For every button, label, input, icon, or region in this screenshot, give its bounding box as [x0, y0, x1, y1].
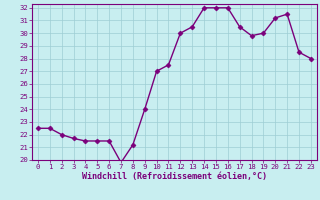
X-axis label: Windchill (Refroidissement éolien,°C): Windchill (Refroidissement éolien,°C)	[82, 172, 267, 181]
